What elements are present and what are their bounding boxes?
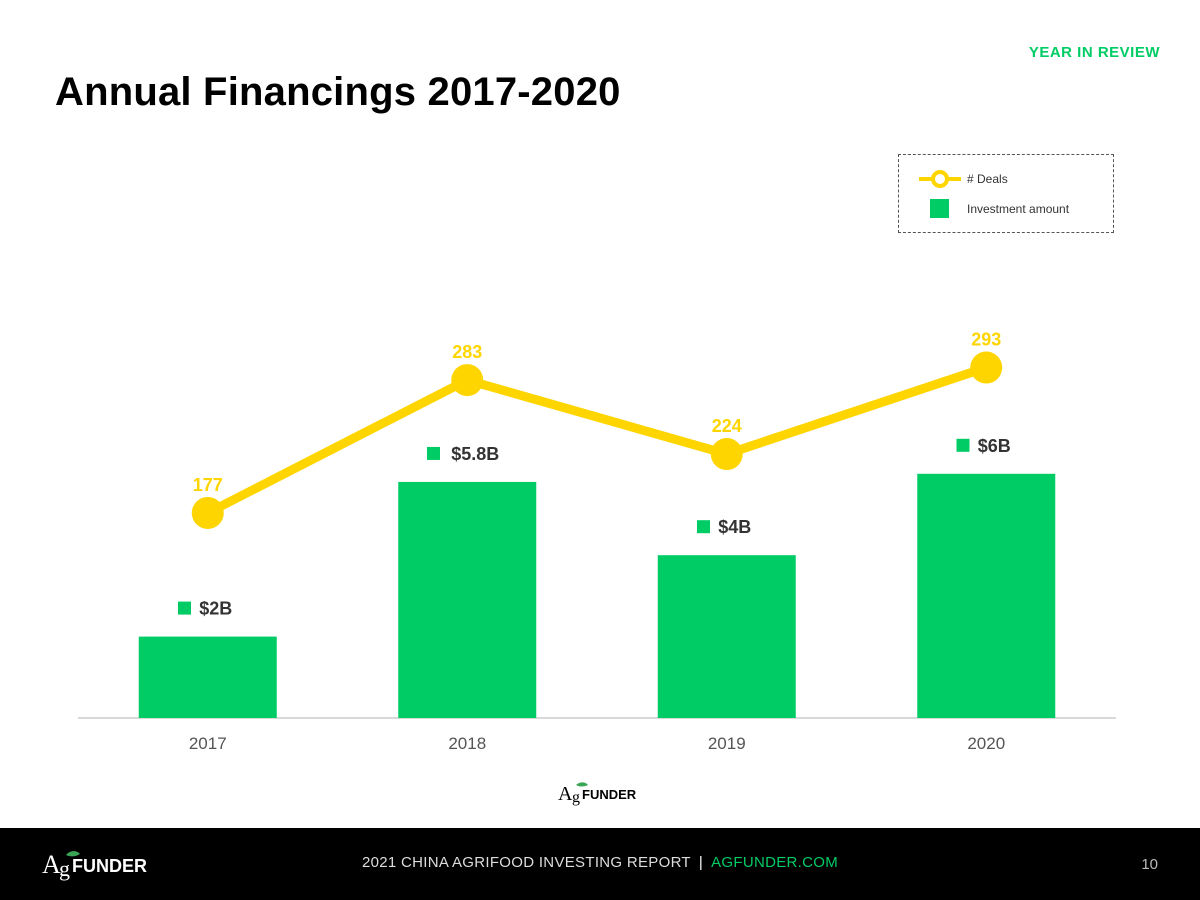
bar-value-label-2018: $5.8B xyxy=(451,444,499,464)
bar-label-swatch-2017 xyxy=(178,601,191,615)
x-tick-label-2017: 2017 xyxy=(189,734,227,753)
bar-2019 xyxy=(657,555,796,718)
x-tick-label-2020: 2020 xyxy=(967,734,1005,753)
deals-value-label-2019: 224 xyxy=(712,416,742,436)
svg-text:FUNDER: FUNDER xyxy=(582,787,637,802)
svg-text:g: g xyxy=(59,856,70,881)
bar-value-label-2020: $6B xyxy=(978,436,1011,456)
footer-site-link[interactable]: AGFUNDER.COM xyxy=(711,854,839,871)
svg-text:A: A xyxy=(42,850,61,879)
deals-point-2018 xyxy=(451,364,484,397)
x-tick-label-2019: 2019 xyxy=(708,734,746,753)
deals-value-label-2018: 283 xyxy=(452,342,482,362)
section-label: YEAR IN REVIEW xyxy=(1028,44,1160,61)
page-title: Annual Financings 2017-2020 xyxy=(55,70,621,114)
deals-point-2017 xyxy=(191,496,224,529)
chart-legend: # Deals Investment amount xyxy=(898,154,1114,233)
financings-chart: $2B $5.8B $4B $6B 177 283 224 293 2017 2018 2019 20… xyxy=(78,330,1116,753)
bar-value-label-2017: $2B xyxy=(199,599,232,619)
svg-text:FUNDER: FUNDER xyxy=(72,856,147,876)
footer-report-title: 2021 CHINA AGRIFOOD INVESTING REPORT xyxy=(361,854,691,871)
bar-label-swatch-2018 xyxy=(427,446,440,460)
page-number: 10 xyxy=(1141,856,1158,873)
bar-label-swatch-2020 xyxy=(956,438,970,452)
x-tick-label-2018: 2018 xyxy=(448,734,486,753)
legend-item-investment: Investment amount xyxy=(899,199,1069,219)
line-marker-icon xyxy=(919,170,961,188)
bar-2020 xyxy=(917,473,1056,718)
deals-value-label-2020: 293 xyxy=(971,330,1001,350)
footer: A g FUNDER 2021 CHINA AGRIFOOD INVESTING… xyxy=(0,828,1200,900)
agfunder-logo: A g FUNDER xyxy=(42,850,147,881)
deals-value-label-2017: 177 xyxy=(193,475,223,495)
deals-line xyxy=(205,363,988,517)
bar-label-swatch-2019 xyxy=(697,520,710,534)
svg-text:A: A xyxy=(558,783,573,805)
legend-label-investment: Investment amount xyxy=(967,202,1070,216)
bar-value-label-2019: $4B xyxy=(718,517,751,537)
bar-2017 xyxy=(138,636,277,718)
deals-point-2019 xyxy=(710,438,743,471)
bar-2018 xyxy=(398,481,537,718)
footer-separator: | xyxy=(698,854,704,871)
legend-label-deals: # Deals xyxy=(967,172,1008,186)
legend-item-deals: # Deals xyxy=(899,169,1008,189)
svg-text:g: g xyxy=(572,789,580,806)
bar-swatch-icon xyxy=(930,199,949,218)
agfunder-logo-small: A g FUNDER xyxy=(558,782,637,806)
footer-report-line: 2021 CHINA AGRIFOOD INVESTING REPORT | AGF… xyxy=(0,854,1200,871)
deals-point-2020 xyxy=(970,351,1003,384)
